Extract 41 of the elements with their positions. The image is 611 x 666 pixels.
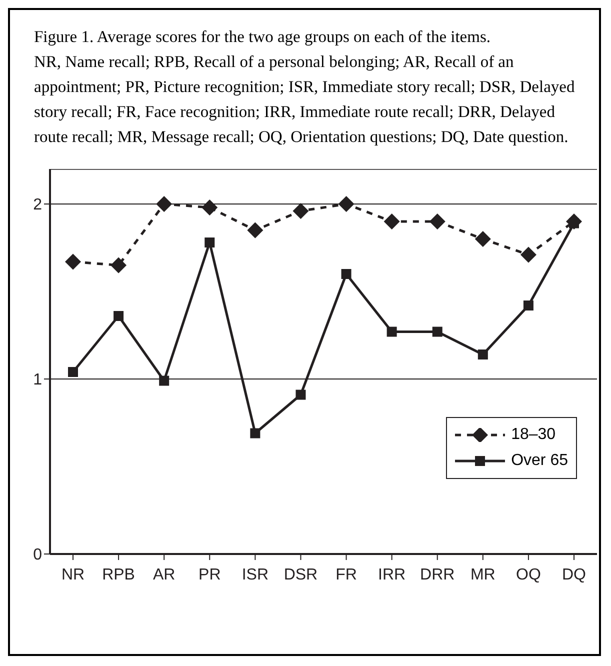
x-tick-label: DQ — [562, 566, 586, 584]
x-tick-label: AR — [152, 566, 176, 584]
chart-title: Figure 1. Average scores for the two age groups on each of the items. — [34, 26, 492, 48]
legend-label: 18–30 — [511, 426, 556, 444]
point — [250, 428, 260, 438]
point — [114, 311, 124, 321]
point — [341, 269, 352, 279]
point — [110, 257, 127, 274]
point — [202, 200, 218, 216]
point — [478, 350, 488, 360]
point — [474, 231, 491, 247]
y-tick-label: 2 — [33, 196, 42, 214]
point — [65, 254, 81, 270]
x-tick-label: RPB — [102, 566, 135, 584]
point — [156, 196, 172, 212]
point — [159, 376, 170, 386]
x-tick-label: PR — [198, 566, 221, 584]
point — [296, 390, 306, 400]
x-tick-label: DRR — [420, 566, 455, 584]
point — [384, 214, 400, 230]
x-tick-label: ISR — [242, 566, 269, 584]
y-tick-label: 1 — [33, 372, 42, 389]
x-tick-label: IRR — [378, 566, 406, 584]
point — [292, 203, 309, 219]
point — [338, 196, 354, 212]
x-tick-label: NR — [61, 566, 85, 584]
point — [520, 246, 536, 263]
point — [68, 367, 78, 377]
x-tick-label: OQ — [516, 566, 541, 584]
point — [204, 238, 215, 248]
point — [247, 222, 264, 238]
x-tick-label: MR — [470, 566, 496, 584]
y-tick-label: 0 — [33, 546, 42, 564]
point — [429, 214, 446, 230]
point — [523, 300, 534, 310]
legend-label: Over 65 — [511, 452, 568, 470]
x-tick-label: DSR — [284, 566, 318, 584]
point — [432, 326, 442, 337]
chart-subtitle: NR, Name recall; RPB, Recall of a personal belonging; AR, Recall of an appointment; PR, Picture recognition; ISR, Immediate story recall; DSR, Delayed story recall; FR, Face recognition; IRR, Immediate route recall; DRR, Delayed route recall; MR, Message recall; OQ, Orientation questions; DQ, Date question. — [34, 51, 576, 148]
x-tick-label: FR — [336, 566, 357, 584]
point — [386, 326, 397, 337]
